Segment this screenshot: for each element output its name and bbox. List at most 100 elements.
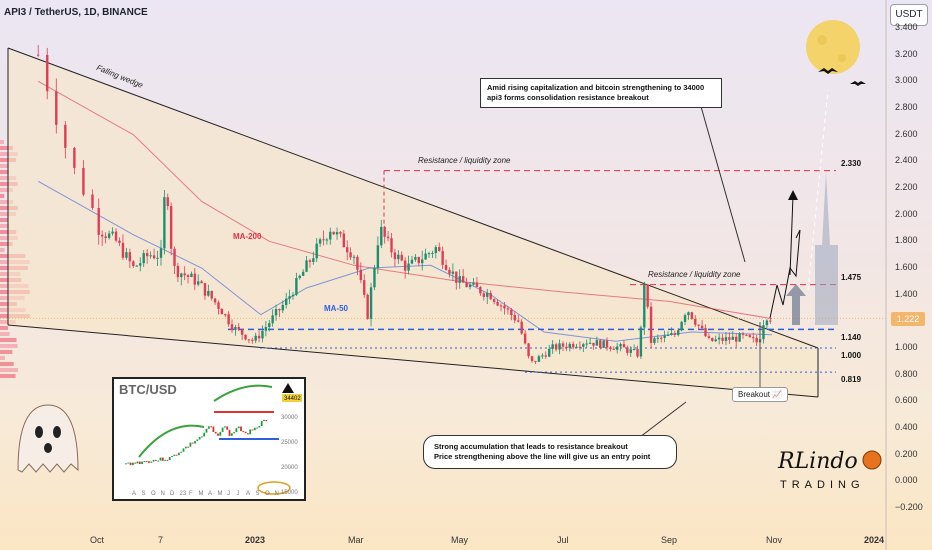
candle-body bbox=[609, 347, 612, 349]
inset-candle bbox=[164, 459, 166, 461]
candle-body bbox=[240, 329, 244, 335]
inset-candle bbox=[196, 439, 199, 442]
candle-body bbox=[599, 340, 602, 348]
candle-body bbox=[100, 234, 104, 237]
candle-body bbox=[149, 255, 152, 257]
candle-body bbox=[291, 294, 295, 297]
inset-candle bbox=[244, 431, 247, 434]
candle-body bbox=[489, 292, 492, 300]
candle-body bbox=[180, 273, 183, 278]
y-tick-label: 3.000 bbox=[895, 75, 918, 86]
candle-body bbox=[352, 256, 356, 258]
level-label: 1.140 bbox=[841, 333, 862, 342]
inset-breakout-arrowhead bbox=[282, 383, 294, 393]
y-tick-label: 0.800 bbox=[895, 368, 918, 379]
inset-candle bbox=[150, 461, 153, 463]
candle-body bbox=[247, 339, 251, 341]
candle-body bbox=[728, 337, 731, 340]
volume-profile-bar bbox=[0, 224, 10, 228]
candle-body bbox=[373, 268, 376, 288]
candle-body bbox=[585, 343, 588, 345]
candle-body bbox=[541, 355, 544, 357]
candle-body bbox=[203, 283, 207, 296]
inset-candle bbox=[161, 457, 164, 461]
candle-body bbox=[670, 333, 673, 335]
candle-body bbox=[441, 250, 444, 265]
inset-candle bbox=[143, 461, 146, 463]
currency-button[interactable]: USDT bbox=[890, 4, 928, 26]
small-target-arrow bbox=[786, 284, 806, 325]
candle-body bbox=[278, 309, 281, 311]
inset-candle bbox=[212, 426, 215, 432]
candle-body bbox=[506, 308, 510, 310]
ma50-label: MA-50 bbox=[324, 304, 349, 313]
inset-trend-arrow bbox=[138, 424, 205, 458]
candle-body bbox=[752, 337, 755, 339]
y-tick-label: 0.400 bbox=[895, 422, 918, 433]
candle-body bbox=[544, 355, 547, 357]
symbol-title[interactable]: API3 / TetherUS, 1D, BINANCE bbox=[4, 7, 148, 18]
candle-body bbox=[207, 290, 210, 296]
candle-body bbox=[510, 309, 513, 316]
candle-body bbox=[503, 305, 506, 309]
y-tick-label: 0.000 bbox=[895, 475, 918, 486]
candle-body bbox=[200, 281, 203, 284]
inset-candle bbox=[214, 431, 217, 434]
x-tick-label: 2024 bbox=[864, 535, 885, 545]
annotation-bottom: Strong accumulation that leads to resist… bbox=[423, 435, 677, 469]
candle-body bbox=[349, 252, 352, 258]
candle-body bbox=[325, 239, 329, 241]
candle-body bbox=[390, 238, 393, 253]
candle-body bbox=[762, 325, 765, 340]
candle-body bbox=[97, 207, 100, 235]
candle-body bbox=[166, 197, 169, 207]
btc-inset-chart: BTC/USD 34402 30000 25000 20000 15000 A S O N D 23… bbox=[112, 377, 306, 501]
candle-body bbox=[329, 231, 332, 240]
candle-body bbox=[301, 271, 305, 276]
inset-x-tick: O bbox=[265, 491, 270, 497]
inset-candle bbox=[148, 461, 150, 463]
candle-body bbox=[288, 296, 291, 299]
x-tick-label: Sep bbox=[661, 535, 678, 545]
candle-body bbox=[451, 271, 455, 274]
breakout-label: Breakout 📈 bbox=[732, 387, 789, 402]
inset-title: BTC/USD bbox=[119, 382, 177, 397]
candle-body bbox=[407, 263, 410, 271]
candle-body bbox=[46, 54, 49, 92]
inset-x-tick: A bbox=[208, 491, 212, 497]
x-tick-label: Oct bbox=[90, 535, 105, 545]
y-tick-label: 2.600 bbox=[895, 128, 918, 139]
x-tick-label: Nov bbox=[766, 535, 783, 545]
volume-profile-bar bbox=[0, 140, 4, 144]
candle-body bbox=[339, 232, 342, 234]
candle-body bbox=[173, 248, 176, 266]
candle-body bbox=[660, 337, 663, 339]
candle-body bbox=[417, 257, 420, 264]
inset-candle bbox=[258, 426, 261, 428]
bat-icon bbox=[850, 81, 866, 86]
candle-body bbox=[111, 231, 114, 234]
inset-candle bbox=[233, 432, 235, 434]
candle-body bbox=[237, 326, 240, 330]
inset-candle bbox=[253, 427, 256, 431]
candle-body bbox=[380, 226, 383, 246]
candle-body bbox=[653, 338, 656, 343]
inset-x-tick: D bbox=[170, 491, 175, 497]
logo-text-bottom: TRADING bbox=[780, 479, 865, 491]
candle-body bbox=[156, 257, 159, 259]
candle-body bbox=[176, 265, 180, 278]
candle-body bbox=[568, 343, 571, 349]
inset-candle bbox=[247, 433, 249, 435]
annotation-line: api3 forms consolidation resistance brea… bbox=[487, 93, 649, 102]
candle-body bbox=[431, 253, 434, 255]
candle-body bbox=[461, 276, 465, 283]
y-tick-label: 2.800 bbox=[895, 102, 918, 112]
candle-body bbox=[305, 260, 308, 272]
candle-body bbox=[393, 252, 397, 260]
inset-candle bbox=[182, 448, 185, 452]
x-tick-label: 7 bbox=[158, 535, 164, 545]
candle-body bbox=[765, 320, 769, 326]
y-tick-label: 1.000 bbox=[895, 342, 918, 353]
candle-body bbox=[592, 342, 595, 346]
